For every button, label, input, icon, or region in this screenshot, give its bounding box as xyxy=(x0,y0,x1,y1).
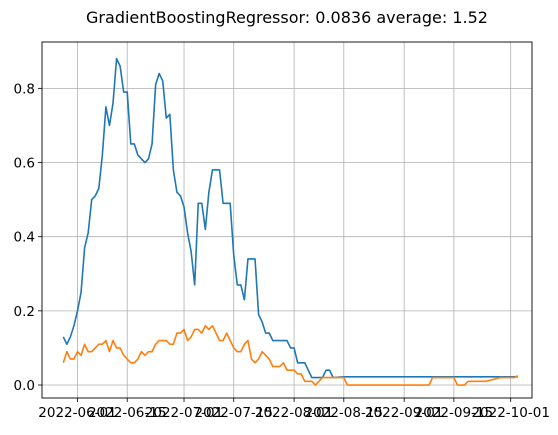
x-tick-label: 2022-07-01 xyxy=(145,405,223,421)
x-tick-label: 2022-08-01 xyxy=(255,405,333,421)
x-tick-label: 2022-07-15 xyxy=(195,405,273,421)
y-tick-label: 0.2 xyxy=(14,304,35,320)
y-tick-label: 0.6 xyxy=(14,156,35,172)
chart-title: GradientBoostingRegressor: 0.0836 averag… xyxy=(86,8,488,27)
series-line-2 xyxy=(62,324,519,386)
x-axis-ticks: 2022-06-012022-06-152022-07-012022-07-15… xyxy=(38,398,550,421)
series-line-1 xyxy=(62,57,518,379)
x-tick-label: 2022-09-15 xyxy=(415,405,493,421)
x-tick-label: 2022-06-01 xyxy=(38,405,116,421)
y-tick-label: 0.0 xyxy=(14,378,35,394)
x-tick-label: 2022-06-15 xyxy=(88,405,166,421)
y-axis-ticks: 0.0 0.2 0.4 0.6 0.8 xyxy=(14,81,42,394)
y-tick-label: 0.8 xyxy=(14,81,35,97)
x-tick-label: 2022-10-01 xyxy=(471,405,549,421)
x-tick-label: 2022-09-01 xyxy=(365,405,443,421)
series-lines xyxy=(62,57,519,386)
x-tick-label: 2022-08-15 xyxy=(305,405,383,421)
y-tick-label: 0.4 xyxy=(14,230,35,246)
grid-lines xyxy=(42,42,532,398)
plot-frame xyxy=(41,41,533,399)
